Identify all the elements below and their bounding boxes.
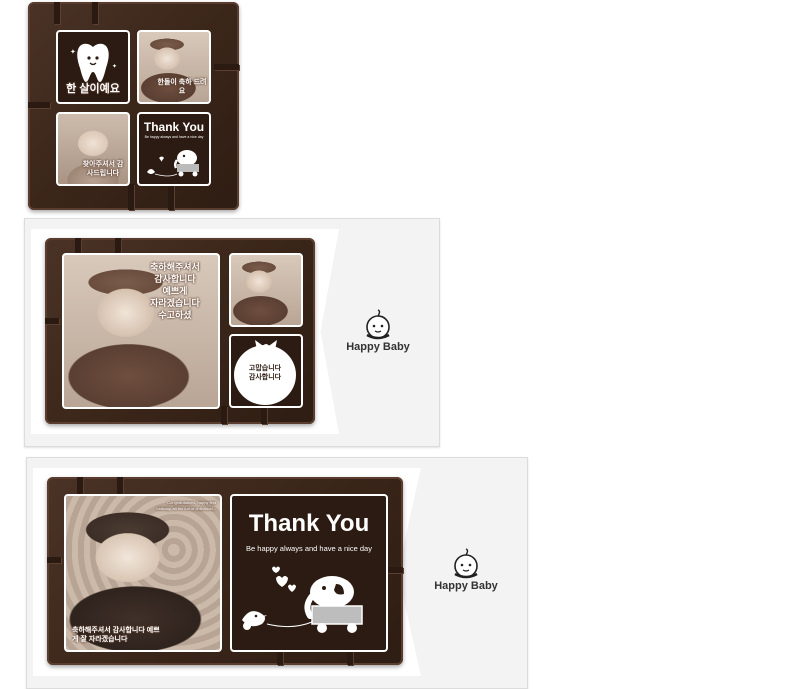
gift-box: Congratulations, happy first birthday, a… xyxy=(26,457,528,689)
heart-icon xyxy=(276,576,288,587)
thank-you-tile: Thank You Be happy always and have a nic… xyxy=(137,112,211,186)
baby-face-logo xyxy=(366,309,390,340)
tooth-caption: 한 살이예요 xyxy=(66,83,120,95)
thank-you-subtitle: Be happy always and have a nice day xyxy=(144,135,204,139)
tooth-tile: ✦ ✦ 한 살이예요 xyxy=(56,30,130,104)
baby-photo-tile: 찾아주셔서 감사드립니다 xyxy=(56,112,130,186)
svg-text:✦: ✦ xyxy=(70,48,76,56)
chocolate-rectangle: 축하해주셔서 감사합니다 예쁘게 자라겠습니다 수고하셨 고맙습니다 감사합니다 xyxy=(45,238,315,424)
baby-photo-tile: 한돌이 축하 드려요 xyxy=(137,30,211,104)
heart-icon xyxy=(288,584,296,592)
tooth-icon: ✦ ✦ xyxy=(70,43,117,82)
svg-text:✦: ✦ xyxy=(112,63,117,70)
photo-caption-top: Congratulations, happy first birthday, a… xyxy=(156,500,216,511)
photo-caption-bottom: 축하해주셔서 감사합니다 예쁘게 잘 자라겠습니다 xyxy=(72,627,160,643)
elephant-icon xyxy=(304,576,354,619)
doily-tile: 고맙습니다 감사합니다 xyxy=(229,334,303,408)
bird-icon xyxy=(242,611,267,630)
doily-text: 고맙습니다 감사합니다 xyxy=(248,365,282,381)
brand-label: Happy Baby xyxy=(434,580,498,592)
baby-photo-tile xyxy=(229,253,303,327)
baby-photo-tile: Congratulations, happy first birthday, a… xyxy=(64,494,222,652)
thank-you-title: Thank You xyxy=(143,120,205,134)
thank-you-tile: Thank You Be happy always and have a nic… xyxy=(230,494,388,652)
chocolate-rectangle: Congratulations, happy first birthday, a… xyxy=(47,477,403,665)
chocolate-square: ✦ ✦ 한 살이예요 한돌이 축하 드려요 찾아주셔서 감사드립니다 Thank… xyxy=(28,2,239,210)
doily-shape: 고맙습니다 감사합니다 xyxy=(237,348,293,402)
photo-caption: 한돌이 축하 드려요 xyxy=(157,79,207,95)
brand-label: Happy Baby xyxy=(346,341,410,353)
baby-photo-tile: 축하해주셔서 감사합니다 예쁘게 자라겠습니다 수고하셨 xyxy=(62,253,220,409)
elephant-wagon-icon xyxy=(147,150,199,177)
baby-face-logo xyxy=(454,548,478,579)
gift-box: 축하해주셔서 감사합니다 예쁘게 자라겠습니다 수고하셨 고맙습니다 감사합니다 xyxy=(24,218,440,447)
elephant-wagon-icon xyxy=(242,566,363,633)
thank-you-title: Thank You xyxy=(248,510,370,537)
thank-you-subtitle: Be happy always and have a nice day xyxy=(246,544,372,553)
photo-caption: 축하해주셔서 감사합니다 예쁘게 자라겠습니다 수고하셨 xyxy=(150,262,200,320)
photo-caption: 찾아주셔서 감사드립니다 xyxy=(82,161,124,177)
